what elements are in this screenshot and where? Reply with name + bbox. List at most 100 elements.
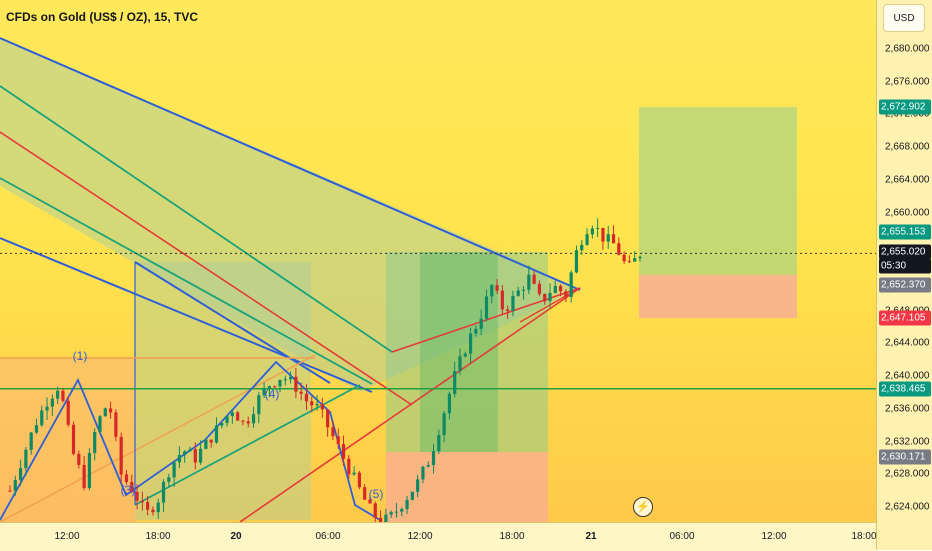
candle-body [209,439,213,443]
price-tick-label: 2,676.000 [885,76,930,88]
candle-body [447,393,452,414]
candle-body [304,393,309,402]
candle-body [490,285,494,297]
candle-body [45,406,49,411]
candle-body [241,420,245,422]
candle-body [273,386,277,388]
candle-body [580,244,584,251]
candle-body [183,451,187,456]
chart-plot-area[interactable]: (1) (3) (4) (5) CFDs on Gold (US$ / OZ), 15… [0,0,876,522]
candle-body [537,283,542,294]
candle-body [114,412,118,437]
wave-label: (5) [369,487,384,501]
candle-body [77,453,81,465]
candle-body [257,395,261,415]
chart-canvas[interactable]: (1) (3) (4) (5) [0,0,876,522]
candle-body [40,410,44,426]
candle-body [156,502,160,513]
candle-body [352,472,356,475]
long-position-target-box [639,107,797,276]
candle-body [506,309,510,312]
candle-body [416,479,420,492]
candle-body [421,466,425,480]
candle-body [34,425,39,433]
candle-body [283,379,287,381]
candle-body [310,401,314,406]
candle-body [288,376,293,380]
candle-body [516,290,520,296]
candle-body [24,449,28,469]
candle-body [119,436,123,475]
candle-body [251,414,256,424]
candle-body [558,285,563,292]
candle-body [553,285,557,293]
time-tick-label: 06:00 [315,531,341,542]
candle-body [468,333,473,354]
candle-body [479,318,483,329]
candle-body [230,412,234,417]
candle-body [453,371,457,394]
candle-body [500,290,504,310]
candle-body [140,500,144,503]
candle-body [373,503,377,518]
red-rising-line [239,287,581,522]
candle-body [585,234,589,245]
price-tick-label: 2,660.000 [885,207,930,219]
currency-button[interactable]: USD [883,4,925,32]
price-tick-label: 2,640.000 [885,370,930,382]
candle-body [267,386,272,389]
stop-zone [386,452,548,522]
price-label-badge: 2,655.020 [879,244,931,260]
candle-body [220,423,224,426]
time-tick-label: 18:00 [145,531,171,542]
candle-body [574,250,579,273]
candle-body [368,499,372,504]
time-tick-label: 18:00 [851,531,877,542]
time-tick-label: 12:00 [407,531,433,542]
lightning-icon[interactable]: ⚡ [633,497,653,517]
candle-body [167,477,171,482]
target-zone-inner [420,252,498,452]
candle-body [135,491,139,501]
candle-body [98,416,102,433]
candle-body [294,376,298,392]
price-label-badge: 2,630.171 [879,449,931,465]
price-tick-label: 2,680.000 [885,43,930,55]
candle-body [627,261,632,263]
candle-body [18,468,23,481]
candle-body [357,472,362,488]
candle-body [521,289,526,291]
candle-body [400,509,404,512]
candle-body [633,258,637,262]
candle-body [611,234,616,244]
price-tick-label: 2,644.000 [885,337,930,349]
candle-body [177,455,182,463]
candle-body [188,449,192,452]
candle-body [336,436,340,445]
candle-body [172,462,176,478]
candle-body [405,499,409,510]
time-tick-label: 21 [585,531,597,542]
price-tick-label: 2,628.000 [885,468,930,480]
price-label-badge: 2,647.105 [879,310,931,326]
time-axis[interactable]: 12:00 18:00 20 06:00 12:00 18:00 21 06:00 12:00 1… [0,522,877,551]
price-tick-label: 2,636.000 [885,403,930,415]
candle-body [214,425,219,443]
candle-body [458,356,462,372]
candle-body [484,296,489,319]
candle-body [511,295,515,312]
candle-body [326,409,330,428]
candle-body [108,408,113,413]
channel-median-line [0,131,413,406]
candle-body [93,432,97,453]
candle-body [225,416,229,424]
candle-body [543,293,547,302]
candle-body [378,517,383,522]
wedge-line-upper [134,261,331,384]
candle-body [527,274,531,290]
price-label-badge: 2,655.153 [879,224,931,240]
candle-body [130,482,134,492]
candle-body [341,444,346,459]
candle-body [431,451,436,466]
price-axis[interactable]: USD 2,680.0002,676.0002,672.0002,668.000… [876,0,932,550]
